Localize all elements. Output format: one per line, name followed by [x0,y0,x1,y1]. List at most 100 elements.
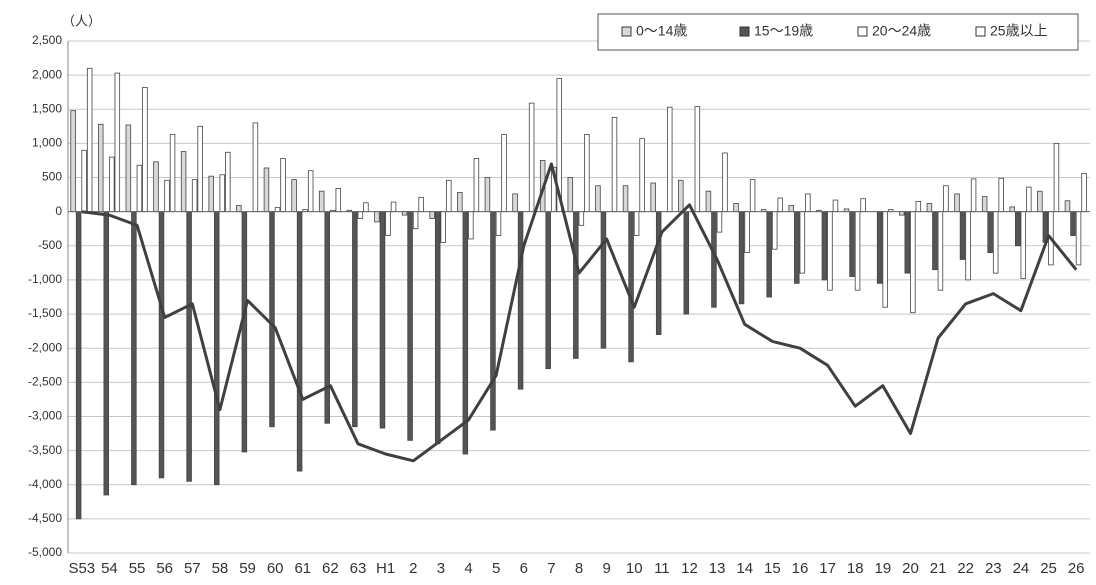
bar [512,193,518,213]
bar [473,158,480,213]
x-tick-label: 8 [575,560,583,577]
bar [694,106,701,213]
bar [1009,206,1015,213]
bar [291,179,297,213]
bar [655,211,662,335]
bar [904,211,911,274]
bar [307,170,314,213]
bar [545,211,551,370]
bar [910,211,916,314]
bar [412,211,419,230]
y-tick-label: -500 [38,238,62,252]
bar [191,179,198,213]
legend-swatch [975,26,986,37]
bar [357,211,364,219]
bar [733,203,739,213]
bar [716,211,723,233]
y-tick-label: 1,000 [32,136,62,150]
bar [462,211,469,455]
bar [899,211,905,216]
bar [749,179,756,213]
x-tick-label: 5 [492,560,500,577]
bar [280,158,286,213]
y-tick-label: 2,000 [32,67,62,81]
y-tick-label: -4,000 [28,477,62,491]
bar [528,102,535,213]
legend-box [597,13,1079,51]
x-tick-label: 61 [294,560,311,577]
bar [75,211,82,520]
bar [131,211,137,486]
bar [611,117,618,213]
x-tick-label: 56 [156,560,173,577]
bar [600,211,607,349]
y-tick-label: -3,000 [28,409,62,423]
bar [407,211,413,441]
bar [70,110,76,213]
bar [639,138,645,213]
bar [992,211,999,274]
bar [164,179,170,213]
bar [385,211,391,236]
x-tick-label: 17 [819,560,836,577]
bar [705,190,712,213]
x-tick-label: 2 [409,560,417,577]
bar [352,211,358,428]
bar [142,87,148,213]
bar [854,211,861,291]
bar [418,196,424,213]
bar [1053,142,1060,213]
x-tick-label: 54 [101,560,118,577]
x-tick-label: 12 [681,560,698,577]
y-tick-label: -2,000 [28,340,62,354]
x-tick-label: 60 [267,560,284,577]
x-tick-label: 7 [547,560,555,577]
bar [296,211,303,472]
bar [771,211,778,250]
bar [1015,211,1021,247]
bar [446,179,452,213]
bar [1070,211,1076,236]
x-tick-label: 11 [654,560,670,577]
bar [363,202,369,213]
bar [766,211,772,298]
legend-swatch [621,26,632,37]
bar [86,67,93,213]
bar [81,149,87,213]
y-tick-label: -2,500 [28,375,62,389]
bar [208,175,214,213]
x-tick-label: 13 [709,560,726,577]
x-tick-label: S53 [68,560,95,577]
bar [633,211,640,236]
y-tick-label: 0 [55,204,62,218]
x-tick-label: 20 [902,560,919,577]
bar [882,211,888,308]
x-tick-label: 58 [212,560,229,577]
bar [678,179,684,213]
x-tick-label: 9 [602,560,610,577]
bar [434,211,441,445]
legend-label: 25歳以上 [990,23,1048,39]
bar [501,134,507,213]
y-tick-label: 500 [42,170,62,184]
bar [578,211,585,226]
bar [1075,211,1082,266]
bar [794,211,800,284]
bar [1064,200,1071,213]
bar [219,174,226,213]
bar [495,211,502,236]
bar [915,201,922,213]
bar [269,211,275,428]
bar [153,161,159,213]
bar [186,211,192,482]
bar [821,211,828,281]
bar [937,211,944,291]
x-tick-label: H1 [376,560,395,577]
x-tick-label: 14 [736,560,753,577]
x-tick-label: 4 [464,560,472,577]
bar [274,207,281,213]
bar [125,124,132,213]
bar [440,211,446,243]
bar [832,199,839,213]
bar [788,205,795,213]
